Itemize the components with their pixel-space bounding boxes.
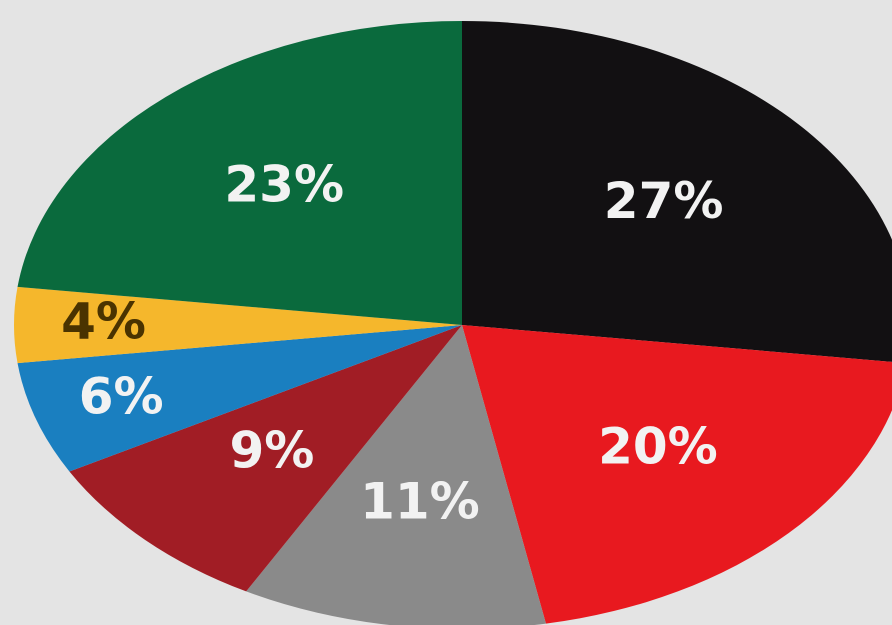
pie-slice: [462, 21, 892, 362]
slice-label: 20%: [598, 417, 718, 475]
pie-slice: [462, 325, 892, 624]
pie-slice: [17, 21, 462, 325]
slice-label: 6%: [79, 368, 164, 426]
slice-label: 11%: [360, 473, 480, 531]
slice-label: 4%: [61, 293, 146, 351]
slice-label: 23%: [224, 156, 344, 214]
pie-slice: [17, 325, 462, 472]
pie-slice: [69, 325, 462, 592]
pie-slice: [14, 286, 463, 364]
slice-label: 9%: [229, 421, 314, 479]
slice-label: 27%: [604, 172, 724, 230]
pie-slice: [246, 325, 546, 625]
